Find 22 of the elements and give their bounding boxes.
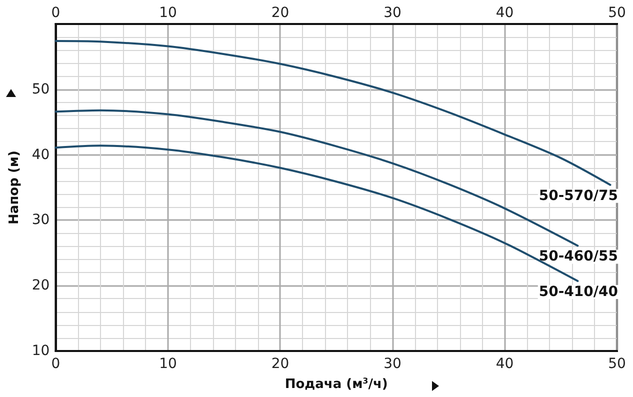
y-tick-label: 50 [32,81,50,98]
y-tick-label: 20 [32,278,50,294]
x-tick-label: 10 [159,5,177,21]
x-tick-label: 40 [496,5,514,21]
series-label: 50-460/55 [538,248,618,265]
x2-tick-label: 0 [51,356,60,372]
y-tick-label: 10 [32,343,50,359]
series-label: 50-570/75 [538,188,618,204]
x-tick-label: 50 [608,5,626,21]
y-tick-label: 30 [32,212,50,228]
x2-tick-label: 10 [159,356,177,372]
x2-tick-label: 30 [384,356,402,372]
x-tick-label: 30 [384,5,402,21]
x2-tick-label: 50 [608,356,626,372]
x2-tick-label: 40 [496,356,514,372]
series-label: 50-410/40 [538,284,618,300]
x-tick-label: 20 [271,5,290,21]
y-axis-title: Напор (м) [7,150,22,224]
y-tick-label: 40 [32,146,50,163]
x-tick-label: 0 [51,5,60,21]
line-series [54,40,612,186]
x2-tick-label: 20 [271,356,290,372]
